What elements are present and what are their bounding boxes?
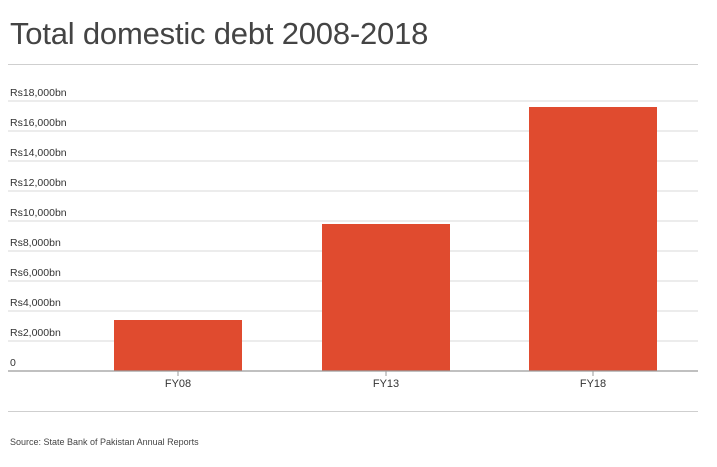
source-note: Source: State Bank of Pakistan Annual Re… [10, 437, 199, 447]
title-divider [8, 64, 698, 65]
x-tick-label: FY13 [373, 378, 399, 390]
y-tick-label: Rs2,000bn [10, 327, 61, 339]
bar [322, 224, 450, 371]
bar [529, 107, 657, 371]
x-tick-label: FY18 [580, 378, 606, 390]
chart-title: Total domestic debt 2008-2018 [10, 16, 429, 51]
y-tick-label: Rs4,000bn [10, 297, 61, 309]
y-tick-label: Rs8,000bn [10, 237, 61, 249]
y-tick-label: Rs10,000bn [10, 207, 67, 219]
bar [114, 320, 242, 371]
y-tick-label: Rs6,000bn [10, 267, 61, 279]
y-tick-label: Rs18,000bn [10, 87, 67, 99]
y-tick-label: Rs12,000bn [10, 177, 67, 189]
x-tick-label: FY08 [165, 378, 191, 390]
bar-chart: 0 Rs2,000bn Rs4,000bn Rs6,000bn Rs8,000bn Rs1… [8, 87, 698, 390]
y-tick-label: Rs14,000bn [10, 147, 67, 159]
y-tick-label: Rs16,000bn [10, 117, 67, 129]
y-tick-label: 0 [10, 357, 16, 369]
footer-divider [8, 411, 698, 412]
